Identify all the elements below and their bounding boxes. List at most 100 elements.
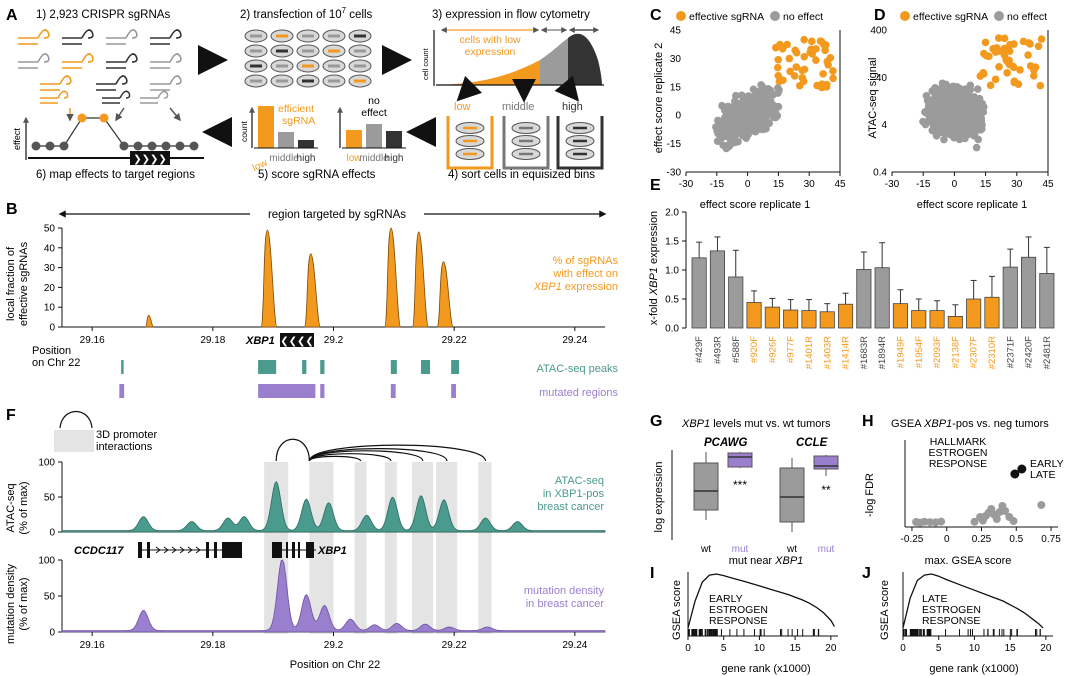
effective-point: [813, 81, 821, 90]
gene-set-point: [992, 515, 1001, 523]
no-effect-point: [934, 125, 943, 134]
mutated-regions-label: mutated regions: [539, 387, 618, 399]
expression-bar: [691, 257, 707, 329]
scatter-ytick-label: 30: [670, 54, 682, 65]
panel-i-ann-1: EARLY: [709, 593, 743, 605]
no-effect-point: [949, 107, 958, 116]
panel-e-bar-chart: 0.0 0.5 1.0 1.5 2.0 #429F #493R #588F #920F #926F…: [665, 208, 1055, 369]
no-effect-point: [759, 88, 768, 96]
ccle-boxplots: **: [779, 455, 839, 532]
panel-a: A 1) 2,923 CRISPR sgRNAs 2) transfection…: [6, 6, 604, 181]
scatter-ytick-label: 0: [675, 111, 681, 122]
panel-g-letter: G: [650, 413, 662, 430]
effective-point: [822, 83, 831, 91]
no-effect-point: [721, 132, 730, 140]
effective-point: [812, 56, 820, 64]
gene-set-point: [1001, 507, 1010, 515]
panel-c: C effective sgRNA no effect effect score…: [650, 7, 846, 211]
no-effect-point: [972, 143, 981, 152]
panel-f-xtick-label: 29.24: [562, 640, 587, 651]
effective-point: [1003, 68, 1011, 77]
expression-bar: [1021, 256, 1037, 329]
panel-g-ylabel: log expression: [653, 462, 665, 533]
panel-h-letter: H: [862, 413, 874, 430]
sorting-bin: [502, 116, 550, 170]
panel-e-ytick-label: 1.0: [665, 266, 679, 277]
no-effect-point: [722, 144, 731, 153]
scatter-xtick-label: 30: [804, 179, 816, 190]
panel-h-xtick-label: 0.75: [1041, 534, 1061, 545]
highlighted-gene-set-point: [1017, 464, 1027, 474]
panel-b-xtick-label: 29.24: [562, 335, 587, 346]
score-efficient-middle-bar: [278, 132, 294, 148]
no-effect-point: [955, 135, 964, 144]
scatter-xtick-label: 45: [834, 179, 846, 190]
panel-g-xlabel: mut near XBP1: [729, 555, 804, 567]
hallmark-label-1: HALLMARK: [930, 436, 987, 448]
effective-point: [1009, 62, 1017, 71]
cell-count-label: cell count: [421, 47, 430, 80]
ccdc117-exon: [147, 542, 150, 558]
no-effect-point: [940, 135, 948, 144]
scatter-ytick-label: 4: [881, 120, 887, 131]
expression-bar: [892, 303, 908, 329]
panel-d-scatter: -30 -15 0 15 30 45 0.4 4 40 400: [870, 26, 1054, 191]
panel-f-xtick-label: 29.18: [200, 640, 225, 651]
no-effect-point: [738, 117, 747, 125]
panel-b-xtick-label: 29.2: [324, 335, 344, 346]
panel-e-ytick-label: 2.0: [665, 208, 679, 219]
effect-map-dots: [31, 141, 199, 151]
cell-grid: [244, 29, 372, 88]
no-effect-point: [734, 103, 743, 112]
effective-point: [1036, 81, 1045, 90]
enrichment-curve: [687, 573, 835, 629]
no-effect-point: [950, 100, 959, 109]
legend-effective-dot: [900, 11, 910, 21]
no-effect-point: [947, 95, 955, 103]
effective-point: [783, 40, 791, 49]
region-label-bg: [250, 205, 424, 221]
panel-i: I GSEA score gene rank (x1000) EARLY EST…: [650, 565, 838, 675]
effective-point: [981, 38, 990, 47]
effective-point: [1024, 51, 1032, 59]
panel-h-xlabel: max. GSEA score: [925, 555, 1012, 567]
gsea-xtick-label: 0: [900, 643, 906, 654]
no-effect-point: [940, 100, 948, 108]
scatter-xtick-label: 45: [1042, 179, 1054, 190]
mutated-region: [258, 384, 316, 398]
panel-h-xtick-label: 0.5: [1009, 534, 1023, 545]
interaction-arc: [308, 450, 424, 462]
panel-i-ann-2: ESTROGEN: [709, 604, 768, 616]
panel-j-xlabel: gene rank (x1000): [929, 663, 1018, 675]
ccle-mut-tick: mut: [818, 544, 835, 555]
bin-high-label: high: [562, 101, 583, 113]
effect-axis-label: effect: [12, 128, 22, 150]
effective-point: [991, 75, 1000, 84]
expression-bar: [856, 269, 872, 329]
score-count-label: count: [239, 121, 249, 142]
no-effect-point: [962, 101, 970, 110]
atac-peaks-label: ATAC-seq peaks: [536, 363, 618, 375]
atac-track-ytick-label: 0: [49, 528, 55, 539]
panel-f: F 3D promoter interactions ATAC-seq (% o…: [5, 407, 606, 671]
no-effect-point: [961, 128, 970, 137]
effective-point: [807, 45, 815, 54]
enrichment-curve: [902, 573, 1044, 629]
atac-peak: [451, 360, 459, 374]
expression-bar: [1039, 273, 1055, 329]
scatter-ytick-label: 45: [670, 26, 682, 37]
panel-e-ytick-label: 1.5: [665, 237, 679, 248]
effective-point: [795, 81, 804, 90]
no-effect-point: [973, 85, 982, 93]
early-label: EARLY: [1030, 458, 1064, 470]
mutation-track-ytick-label: 50: [44, 592, 56, 603]
expression-bar: [819, 311, 835, 329]
step-3-label: 3) expression in flow cytometry: [432, 9, 590, 21]
sgrna-category-label: #1403R: [822, 336, 833, 369]
interaction-arc: [308, 444, 487, 462]
no-effect-point: [731, 91, 740, 100]
scatter-xtick-label: -15: [916, 179, 931, 190]
atac-legend-2: in XBP1-pos: [543, 488, 605, 500]
bin-low-label: low: [454, 101, 471, 113]
mutated-region: [119, 384, 125, 398]
